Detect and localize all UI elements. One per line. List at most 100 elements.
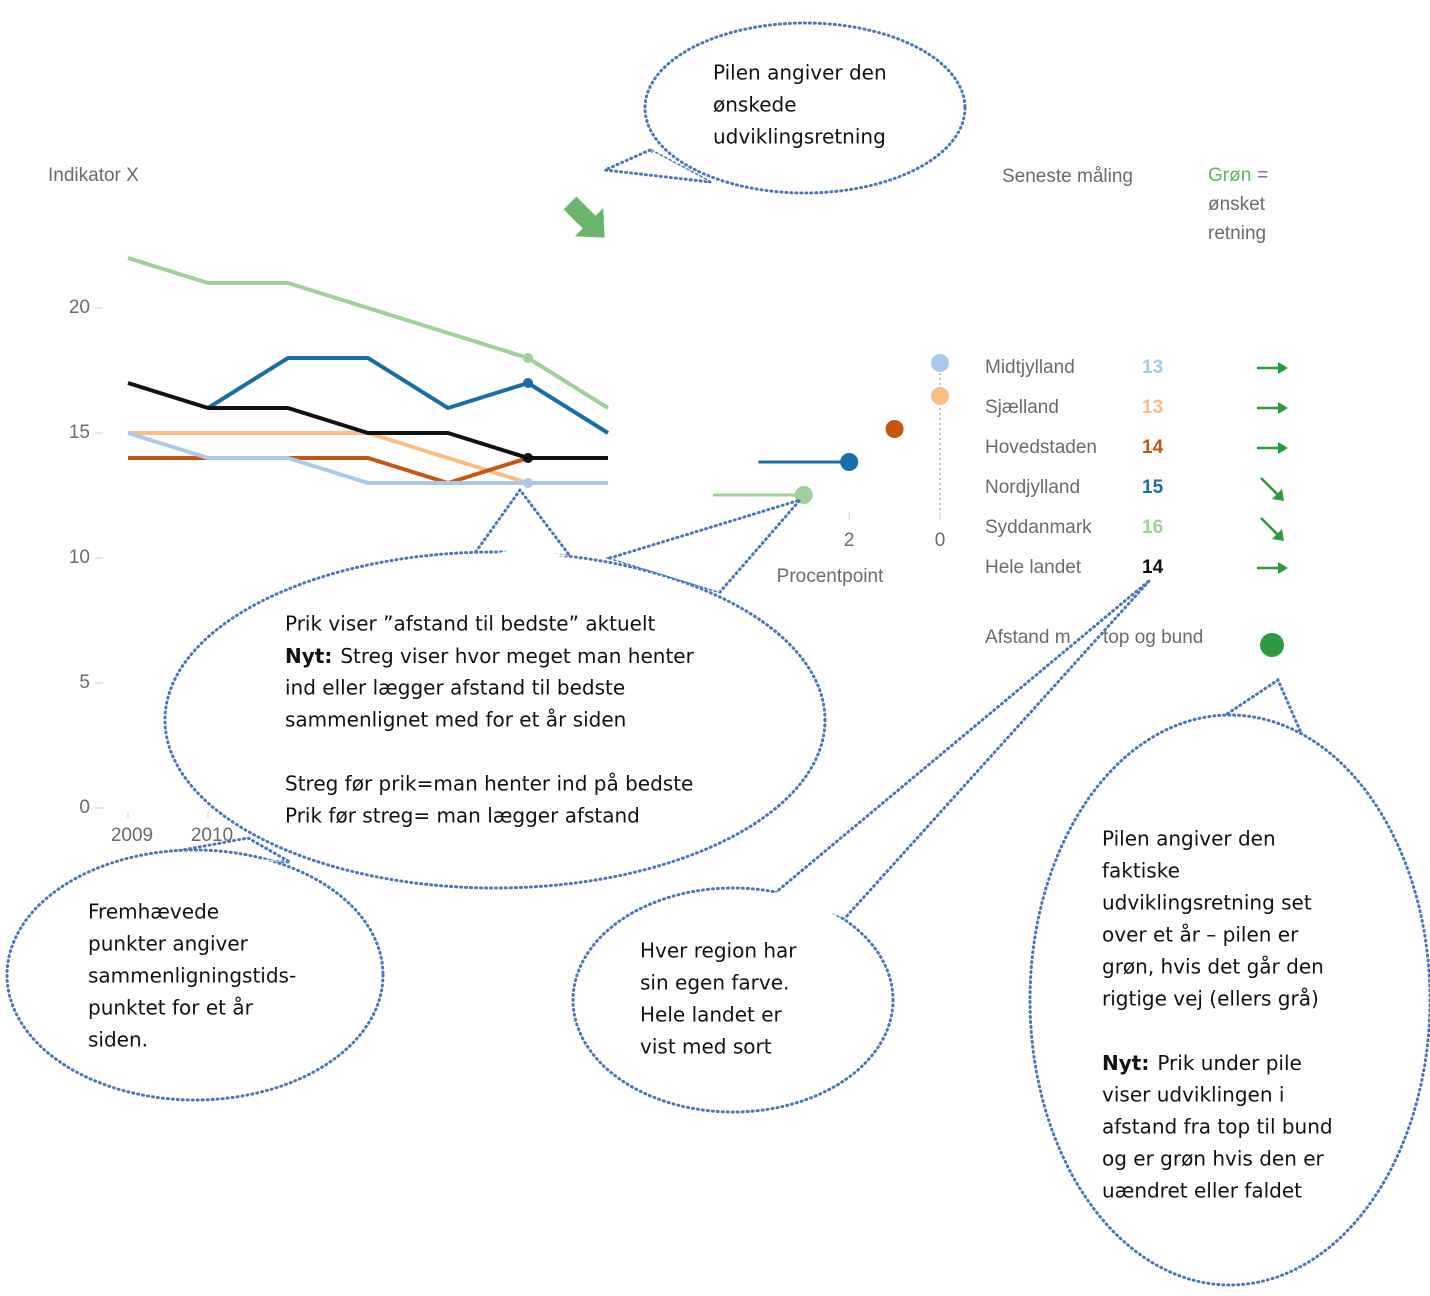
callout: Fremhævede punkter angiver sammenligningst… [5,836,385,1102]
arrow-icon [563,196,605,238]
legend-line: Grøn = [1208,165,1268,186]
trend-arrow [1260,477,1284,501]
highlight-point [523,453,533,463]
arrow-head [1278,562,1288,574]
arrow-head [1272,529,1284,541]
region-name: Hele landet [985,557,1082,578]
trend-arrow [1257,402,1288,414]
callout-text: Hver region har [640,939,797,963]
x-tick-label: 2010 [191,825,233,846]
callout-text: uændret eller faldet [1102,1179,1302,1203]
trend-arrow [1260,517,1284,541]
callout-text: siden. [88,1028,148,1052]
y-tick-label: 20 [69,297,90,318]
callout-text: Prik viser ”afstand til bedste” aktuelt [285,612,656,636]
callout-text: Streg før prik=man henter ind på bedste [285,772,693,796]
callout-text: rigtige vej (ellers grå) [1102,987,1319,1011]
callout-tail-join [775,856,861,918]
highlight-point [523,478,533,488]
legend-line: retning [1208,223,1266,244]
region-name: Nordjylland [985,477,1080,498]
series-line [128,456,608,485]
callout: Pilen angiver den ønskede udviklingsretnin… [599,21,967,195]
callout-text: Prik før streg= man lægger afstand [285,804,640,828]
y-tick-label: 0 [79,797,90,818]
callout-bubble [643,21,967,195]
callout-text: udviklingsretning set [1102,891,1312,915]
callout-text: punkter angiver [88,932,249,956]
trend-arrow [1257,362,1288,374]
latest-value: 13 [1142,397,1163,418]
arrow-head [1278,442,1288,454]
callout: Prik viser ”afstand til bedste” aktuelt N… [163,487,827,890]
trend-arrow [1257,562,1288,574]
series-line [206,356,610,435]
chart-title: Indikator X [48,165,139,186]
spread-dot [1260,633,1284,657]
callout: Pilen angiver den faktiske udviklingsretni… [1028,677,1430,1287]
distance-dot [885,420,904,438]
y-tick-label: 15 [69,422,90,443]
callout-bold: Nyt: [285,644,332,668]
callout-text: og er grøn hvis den er [1102,1147,1325,1171]
region-name: Sjælland [985,397,1059,418]
callout-text: afstand fra top til bund [1102,1115,1333,1139]
distance-dot [840,453,859,471]
desired-direction-arrow [563,196,605,238]
callout-text: Pilen angiver den [713,61,887,85]
callout-bubble [163,550,827,890]
callout-text: punktet for et år [88,996,254,1020]
x-tick-label: 0 [935,530,946,551]
highlight-point [523,378,533,388]
callout-text: Pilen angiver den [1102,827,1276,851]
distance-dot [931,387,949,405]
latest-value: 15 [1142,477,1164,498]
arrow-head [1278,402,1288,414]
callout-text-part: Streg viser hvor meget man henter [340,644,694,668]
latest-value: 13 [1142,357,1163,378]
latest-value: 14 [1142,437,1164,458]
callout-tail-join [650,150,710,182]
callout-text: viser udviklingen i [1102,1083,1284,1107]
callout-text: ønskede [713,93,797,117]
arrow-shaft [1260,517,1281,538]
x-tick-label: 2009 [111,825,153,846]
callout-tail-join [150,855,290,862]
callout-tail-join [470,547,570,560]
callout-bubble [571,886,895,1114]
highlight-point [523,353,533,363]
region-name: Midtjylland [985,357,1075,378]
distance-dot [794,486,813,504]
legend-label: Grøn [1208,165,1251,186]
y-tick-label: 10 [69,547,90,568]
region-name: Syddanmark [985,517,1092,538]
callout-tail-join [610,558,720,592]
spread-label: Afstand m [985,627,1071,648]
callout: Hver region har sin egen farve. Hele lande… [571,578,1152,1114]
trend-arrow [1257,442,1288,454]
callout-text: ind eller lægger afstand til bedste [285,676,625,700]
callout-text: sin egen farve. [640,971,789,995]
latest-value: 14 [1142,557,1164,578]
callout-text: Nyt: Streg viser hvor meget man henter [285,644,695,668]
distance-dot [931,354,949,372]
y-tick-label: 5 [79,672,90,693]
series-line [127,256,610,410]
callout-bubble [5,848,385,1102]
callout-bubble [1028,713,1430,1287]
callout-text: over et år – pilen er [1102,923,1299,947]
callout-text: faktiske [1102,859,1180,883]
x-tick-label: 2 [844,530,855,551]
callout-text: sammenligningstids- [88,964,296,988]
legend-line: ønsket [1208,194,1266,215]
callout-text: Hele landet er [640,1003,783,1027]
series-line [127,381,608,460]
legend-text: = [1257,165,1268,186]
callout-text: Nyt: Prik under pile [1102,1051,1302,1075]
callout-text: vist med sort [640,1035,772,1059]
x-axis-label: Procentpoint [777,566,884,587]
callout-text: udviklingsretning [713,125,886,149]
callout-bold: Nyt: [1102,1051,1149,1075]
arrow-shaft [1260,477,1281,498]
